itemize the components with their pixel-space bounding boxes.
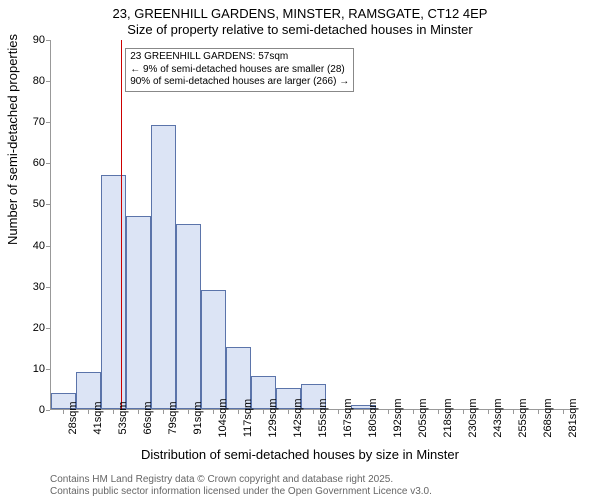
ytick-mark — [46, 369, 50, 370]
xtick-label: 192sqm — [392, 398, 404, 437]
annotation-line-3: 90% of semi-detached houses are larger (… — [130, 76, 349, 89]
xtick-mark — [288, 410, 289, 414]
xtick-label: 66sqm — [142, 401, 154, 434]
xtick-label: 129sqm — [267, 398, 279, 437]
xtick-mark — [438, 410, 439, 414]
ytick-mark — [46, 204, 50, 205]
ytick-label: 30 — [15, 281, 45, 293]
annotation-line-1: 23 GREENHILL GARDENS: 57sqm — [130, 51, 349, 64]
histogram-bar — [126, 216, 151, 409]
xtick-mark — [363, 410, 364, 414]
xtick-mark — [463, 410, 464, 414]
xtick-label: 268sqm — [542, 398, 554, 437]
histogram-bar — [201, 290, 226, 409]
xtick-label: 79sqm — [167, 401, 179, 434]
y-axis-label: Number of semi-detached properties — [5, 34, 20, 245]
xtick-mark — [413, 410, 414, 414]
xtick-label: 53sqm — [117, 401, 129, 434]
xtick-mark — [163, 410, 164, 414]
plot-area: 23 GREENHILL GARDENS: 57sqm← 9% of semi-… — [50, 40, 575, 410]
xtick-label: 180sqm — [367, 398, 379, 437]
ytick-label: 80 — [15, 75, 45, 87]
title-line-1: 23, GREENHILL GARDENS, MINSTER, RAMSGATE… — [0, 6, 600, 21]
annotation-line-2: ← 9% of semi-detached houses are smaller… — [130, 64, 349, 77]
xtick-label: 142sqm — [292, 398, 304, 437]
xtick-mark — [188, 410, 189, 414]
xtick-label: 167sqm — [342, 398, 354, 437]
ytick-mark — [46, 81, 50, 82]
xtick-label: 218sqm — [442, 398, 454, 437]
chart-container: 23, GREENHILL GARDENS, MINSTER, RAMSGATE… — [0, 0, 600, 500]
xtick-label: 205sqm — [417, 398, 429, 437]
xtick-mark — [513, 410, 514, 414]
ytick-mark — [46, 328, 50, 329]
xtick-mark — [563, 410, 564, 414]
xtick-mark — [338, 410, 339, 414]
ytick-label: 50 — [15, 198, 45, 210]
footer-line-1: Contains HM Land Registry data © Crown c… — [50, 474, 393, 485]
xtick-label: 41sqm — [92, 401, 104, 434]
xtick-mark — [63, 410, 64, 414]
xtick-mark — [538, 410, 539, 414]
ytick-label: 10 — [15, 363, 45, 375]
histogram-bar — [176, 224, 201, 409]
xtick-label: 91sqm — [192, 401, 204, 434]
xtick-mark — [313, 410, 314, 414]
ytick-label: 70 — [15, 116, 45, 128]
ytick-mark — [46, 246, 50, 247]
xtick-label: 117sqm — [242, 399, 254, 437]
xtick-label: 28sqm — [67, 401, 79, 434]
histogram-bar — [151, 125, 176, 409]
xtick-label: 255sqm — [517, 398, 529, 437]
xtick-mark — [138, 410, 139, 414]
ytick-label: 40 — [15, 240, 45, 252]
xtick-mark — [113, 410, 114, 414]
histogram-bar — [101, 175, 126, 409]
ytick-label: 20 — [15, 322, 45, 334]
xtick-mark — [88, 410, 89, 414]
xtick-mark — [238, 410, 239, 414]
ytick-label: 90 — [15, 34, 45, 46]
footer-line-2: Contains public sector information licen… — [50, 486, 432, 497]
ytick-mark — [46, 163, 50, 164]
marker-line — [121, 40, 122, 410]
xtick-label: 281sqm — [567, 398, 579, 437]
xtick-mark — [263, 410, 264, 414]
ytick-label: 60 — [15, 157, 45, 169]
ytick-label: 0 — [15, 404, 45, 416]
xtick-label: 243sqm — [492, 398, 504, 437]
xtick-label: 104sqm — [217, 398, 229, 437]
ytick-mark — [46, 287, 50, 288]
xtick-mark — [488, 410, 489, 414]
title-line-2: Size of property relative to semi-detach… — [0, 22, 600, 37]
x-axis-label: Distribution of semi-detached houses by … — [0, 447, 600, 462]
ytick-mark — [46, 40, 50, 41]
xtick-label: 230sqm — [467, 398, 479, 437]
xtick-label: 155sqm — [317, 398, 329, 437]
xtick-mark — [213, 410, 214, 414]
ytick-mark — [46, 410, 50, 411]
xtick-mark — [388, 410, 389, 414]
ytick-mark — [46, 122, 50, 123]
annotation-box: 23 GREENHILL GARDENS: 57sqm← 9% of semi-… — [125, 48, 354, 92]
